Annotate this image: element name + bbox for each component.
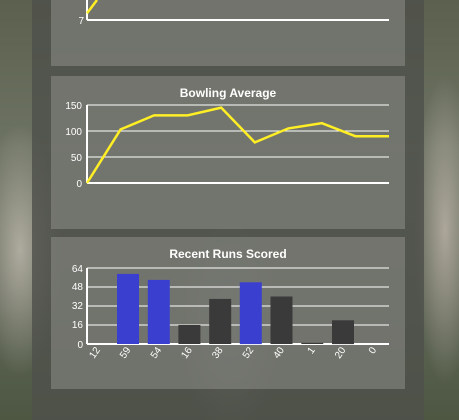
bar [147, 279, 170, 344]
runs-bar-chart: 64 48 32 16 0 12 59 54 16 38 52 40 1 20 0 [72, 264, 389, 361]
x-tick-label: 54 [149, 345, 165, 361]
bar [117, 273, 139, 344]
bar [332, 320, 354, 345]
bar [178, 325, 201, 344]
x-tick-label: 40 [272, 345, 288, 361]
x-tick-label: 38 [210, 345, 226, 361]
x-tick-label: 59 [118, 345, 134, 361]
y-tick-label: 64 [72, 264, 84, 275]
series-line [85, 106, 389, 184]
chart-title: Recent Runs Scored [169, 247, 287, 261]
bar [270, 296, 293, 344]
y-tick-label: 0 [76, 179, 82, 190]
bowling-line-chart: 150 100 50 0 [65, 101, 389, 190]
y-tick-label: 100 [65, 127, 82, 138]
x-tick-label: 16 [179, 345, 195, 361]
series-line [86, 0, 98, 15]
bar [209, 298, 232, 344]
chart-title: Bowling Average [179, 86, 277, 100]
x-tick-label: 0 [367, 345, 379, 356]
x-tick-label: 1 [306, 345, 318, 356]
chart-card-top: 7 [51, 0, 405, 66]
x-tick-label: 12 [87, 345, 103, 361]
bar [239, 282, 262, 345]
x-tick-label: 52 [241, 345, 257, 361]
y-tick-label: 32 [72, 301, 84, 312]
top-line-chart: 7 [78, 0, 389, 27]
y-tick-label: 150 [65, 101, 82, 112]
y-tick-label: 0 [77, 340, 83, 351]
recent-runs-card: Recent Runs Scored 64 48 32 16 0 12 59 54 1… [51, 237, 405, 389]
bar [301, 342, 324, 344]
bowling-average-card: Bowling Average 150 100 50 0 [51, 76, 405, 229]
y-tick-label: 7 [78, 16, 84, 27]
y-tick-label: 16 [72, 320, 84, 331]
y-tick-label: 48 [72, 282, 84, 293]
x-tick-label: 20 [333, 345, 349, 361]
y-tick-label: 50 [71, 153, 83, 164]
